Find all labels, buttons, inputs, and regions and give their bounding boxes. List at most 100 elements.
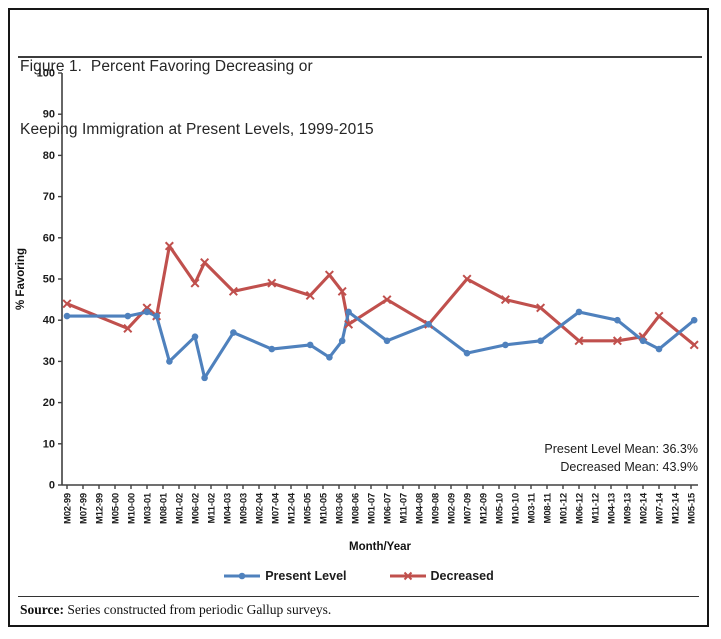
x-tick-label: M06-12 <box>575 493 586 524</box>
y-tick-label: 10 <box>43 438 55 450</box>
data-point-marker <box>338 337 346 345</box>
x-tick-label: M07-09 <box>463 493 474 524</box>
data-point-marker <box>575 308 583 316</box>
x-tick-label: M08-11 <box>543 492 554 523</box>
chart-legend: Present Level Decreased <box>10 569 707 583</box>
x-tick-label: M05-15 <box>687 492 698 524</box>
legend-swatch-present-level <box>224 572 261 580</box>
x-tick-label: M09-13 <box>623 493 634 524</box>
x-tick-label: M01-07 <box>367 493 378 524</box>
x-tick-label: M04-13 <box>607 493 618 524</box>
x-tick-label: M05-05 <box>303 492 314 524</box>
mean-annotations: Present Level Mean: 36.3% Decreased Mean… <box>544 440 698 476</box>
x-tick-label: M02-04 <box>255 492 266 524</box>
series-markers-present-level <box>63 308 698 382</box>
x-tick-label: M06-07 <box>383 493 394 524</box>
title-divider <box>18 56 702 58</box>
figure-title-line2: Keeping Immigration at Present Levels, 1… <box>20 121 374 138</box>
data-point-marker <box>123 323 133 333</box>
data-point-marker <box>655 345 663 353</box>
data-point-marker <box>153 312 160 320</box>
x-tick-label: M03-06 <box>335 493 346 524</box>
data-point-marker <box>462 274 472 284</box>
legend-label-present-level: Present Level <box>265 569 347 583</box>
data-point-marker <box>324 270 334 280</box>
data-point-marker <box>344 319 354 329</box>
x-tick-label: M05-00 <box>111 493 122 524</box>
y-tick-label: 0 <box>49 480 55 492</box>
x-tick-label: M10-00 <box>127 493 138 524</box>
data-point-marker <box>337 286 347 296</box>
data-point-marker <box>345 308 352 316</box>
y-tick-label: 50 <box>43 274 55 286</box>
x-tick-label: M12-14 <box>671 492 682 524</box>
x-tick-label: M09-03 <box>239 493 250 524</box>
x-tick-label: M02-09 <box>447 493 458 524</box>
x-tick-label: M01-12 <box>559 493 570 524</box>
x-tick-label: M04-08 <box>415 493 426 524</box>
x-tick-label: M02-14 <box>639 492 650 524</box>
data-point-marker <box>268 345 276 353</box>
data-point-marker <box>612 336 622 346</box>
data-point-marker <box>267 278 277 288</box>
line-chart: 0 10 20 30 40 50 60 70 80 90 100 M02-99 M07-99 M12-99… <box>15 68 699 553</box>
footer-divider <box>18 596 699 597</box>
x-tick-label: M12-09 <box>479 493 490 524</box>
legend-item-present-level: Present Level <box>223 569 347 583</box>
data-point-marker <box>463 349 471 357</box>
data-point-marker <box>639 337 647 345</box>
y-tick-label: 90 <box>43 109 55 121</box>
data-point-marker <box>200 258 210 268</box>
x-tick-label: M12-99 <box>95 493 106 524</box>
data-point-marker <box>305 290 315 300</box>
legend-label-decreased: Decreased <box>430 569 494 583</box>
x-tick-label: M07-14 <box>655 492 666 524</box>
data-point-marker <box>382 295 392 305</box>
y-tick-label: 70 <box>43 191 55 203</box>
legend-swatch-decreased <box>389 571 426 581</box>
x-tick-label: M07-99 <box>79 493 90 524</box>
data-point-marker <box>654 311 664 321</box>
data-point-marker <box>164 241 174 251</box>
data-point-marker <box>62 299 72 309</box>
data-point-marker <box>190 278 200 288</box>
data-point-marker <box>166 358 173 365</box>
x-tick-label: M09-08 <box>431 493 442 524</box>
x-tick-label: M04-03 <box>223 493 234 524</box>
data-point-marker <box>326 353 333 361</box>
y-tick-label: 30 <box>43 356 55 368</box>
source-label: Source: <box>20 602 64 617</box>
x-tick-label: M10-10 <box>511 493 522 524</box>
x-tick-label: M08-01 <box>159 492 170 524</box>
data-point-marker <box>191 333 199 340</box>
figure-title-line1: Figure 1. Percent Favoring Decreasing or <box>20 58 313 75</box>
decreased-mean: Decreased Mean: 43.9% <box>560 460 698 474</box>
data-point-marker <box>425 321 432 328</box>
data-point-marker <box>689 340 699 350</box>
source-note: Source: Series constructed from periodic… <box>20 602 331 618</box>
source-text: Series constructed from periodic Gallup … <box>64 602 332 617</box>
data-point-marker <box>614 316 621 324</box>
x-tick-label: M07-04 <box>271 492 282 524</box>
x-tick-label: M06-02 <box>191 493 202 524</box>
y-tick-label: 40 <box>43 315 55 327</box>
x-tick-label: M02-99 <box>63 493 74 524</box>
y-tick-label: 20 <box>43 397 55 409</box>
data-point-marker <box>124 312 132 320</box>
x-tick-label: M11-12 <box>591 493 602 524</box>
data-point-marker <box>537 337 544 345</box>
y-tick-label: 60 <box>43 232 55 244</box>
data-point-marker <box>63 312 71 320</box>
x-tick-label: M05-10 <box>495 493 506 524</box>
legend-item-decreased: Decreased <box>389 569 494 583</box>
x-tick-label: M01-02 <box>175 493 186 524</box>
data-point-marker <box>228 286 238 296</box>
x-tick-label: M03-11 <box>527 492 538 523</box>
data-point-marker <box>574 336 584 346</box>
series-line-present-level <box>65 310 696 380</box>
series-markers-decreased <box>62 241 699 350</box>
data-point-marker <box>201 374 208 382</box>
y-axis-title: % Favoring <box>15 248 27 310</box>
figure-frame: Figure 1. Percent Favoring Decreasing or… <box>8 8 709 627</box>
